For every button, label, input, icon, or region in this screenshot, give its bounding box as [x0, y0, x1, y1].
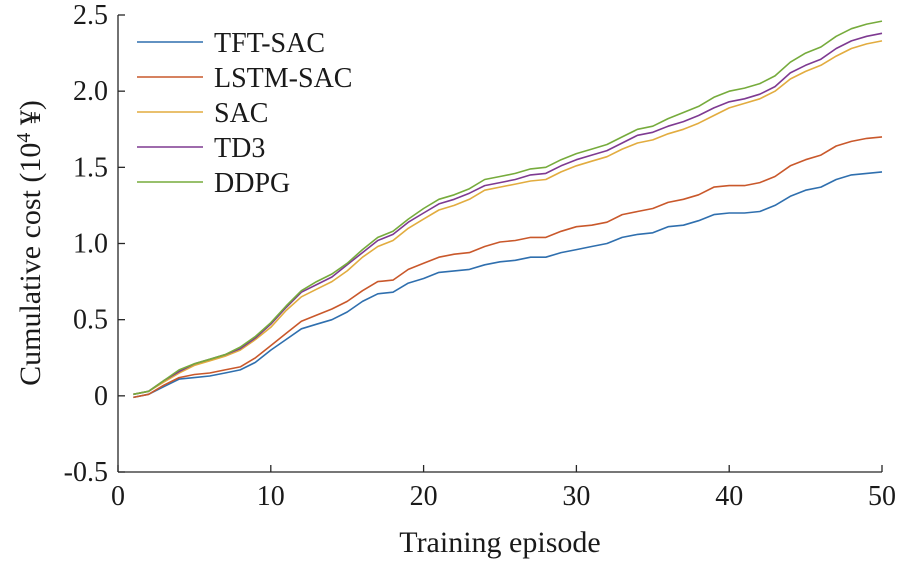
- y-tick-label: -0.5: [64, 457, 108, 488]
- legend-label-sac: SAC: [214, 98, 268, 129]
- x-axis-label: Training episode: [399, 526, 600, 559]
- y-axis-label-unit: ¥): [14, 100, 47, 133]
- x-tick-label: 20: [410, 481, 438, 512]
- x-tick-label: 10: [257, 481, 285, 512]
- y-tick-label: 0: [94, 381, 108, 412]
- y-tick-label: 2.0: [73, 76, 108, 107]
- series-line-tft-sac: [133, 171, 883, 399]
- y-axis-label-main: Cumulative cost (10: [14, 143, 47, 386]
- legend-label-ddpg: DDPG: [214, 168, 290, 199]
- legend-label-tft-sac: TFT-SAC: [214, 28, 325, 59]
- series-lines: [133, 20, 883, 399]
- y-tick-label: 2.5: [73, 0, 108, 31]
- y-axis-label: Cumulative cost (104 ¥): [13, 100, 47, 386]
- y-ticks: -0.5 0 0.5 1.0 1.5 2.0 2.5: [64, 0, 125, 488]
- y-tick-label: 1.5: [73, 152, 108, 183]
- legend-label-lstm-sac: LSTM-SAC: [214, 63, 352, 94]
- y-tick-label: 0.5: [73, 305, 108, 336]
- y-tick-label: 1.0: [73, 229, 108, 260]
- x-tick-label: 50: [868, 481, 896, 512]
- legend-label-td3: TD3: [214, 133, 265, 164]
- series-line-sac: [133, 40, 883, 396]
- series-line-ddpg: [133, 20, 883, 396]
- series-line-td3: [133, 32, 883, 396]
- x-tick-label: 40: [715, 481, 743, 512]
- legend: TFT-SAC LSTM-SAC SAC TD3 DDPG: [137, 28, 352, 199]
- x-tick-label: 30: [562, 481, 590, 512]
- series-line-lstm-sac: [133, 136, 883, 399]
- y-axis-label-superscript: 4: [13, 133, 35, 143]
- x-ticks: 0 10 20 30 40 50: [111, 465, 896, 512]
- x-tick-label: 0: [111, 481, 125, 512]
